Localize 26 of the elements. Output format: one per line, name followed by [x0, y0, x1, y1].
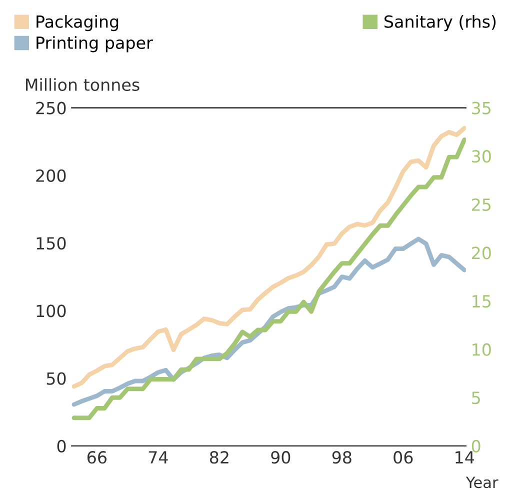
- y2-tick-label: 10: [472, 343, 491, 356]
- y2-tick-label: 35: [472, 102, 491, 114]
- y2-tick-label: 15: [472, 295, 491, 308]
- y2-tick-label: 30: [472, 150, 491, 163]
- x-tick-label: 06: [394, 451, 413, 464]
- legend-label: Sanitary (rhs): [384, 15, 496, 32]
- y-tick-label: 100: [36, 304, 66, 318]
- legend-label: Printing paper: [36, 36, 153, 52]
- x-tick-label: 74: [148, 451, 168, 464]
- x-tick-label: 98: [332, 451, 352, 464]
- y2-tick-label: 25: [472, 198, 491, 211]
- y-tick-label: 250: [36, 102, 66, 114]
- x-tick-label: 66: [88, 451, 106, 464]
- x-tick-label: 90: [271, 451, 290, 464]
- y2-tick-label: 20: [472, 246, 491, 260]
- y2-tick-label: 0: [472, 440, 480, 452]
- y-tick-label: 50: [46, 372, 66, 385]
- y-tick-label: 0: [57, 440, 66, 452]
- y-axis-title: Million tonnes: [26, 78, 140, 92]
- y2-tick-label: 5: [472, 392, 480, 404]
- legend-label: Packaging: [36, 15, 118, 32]
- x-tick-label: 14: [456, 451, 474, 464]
- x-tick-label: 82: [210, 451, 228, 464]
- x-axis-title: Year: [466, 476, 498, 488]
- y-tick-label: 200: [36, 169, 66, 182]
- y-tick-label: 150: [36, 237, 66, 250]
